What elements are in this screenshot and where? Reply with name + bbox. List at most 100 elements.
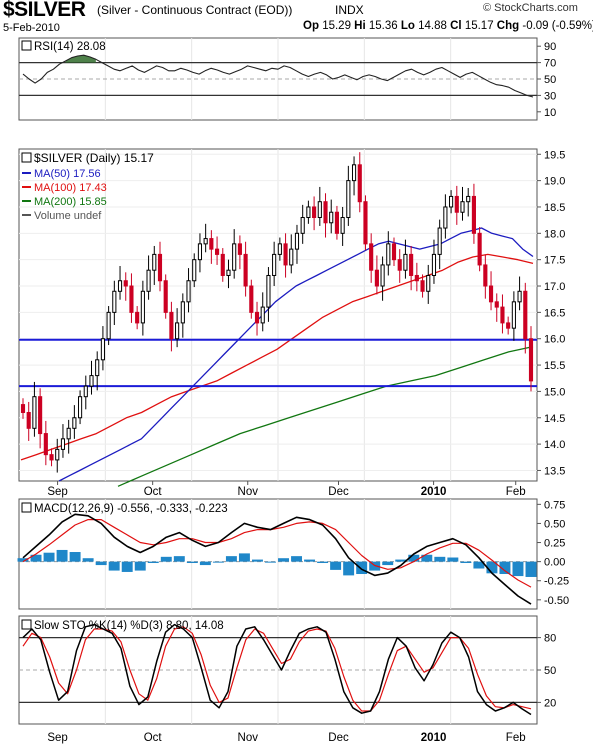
sto-xlabel-2: Nov: [238, 732, 259, 744]
macd-histogram-bar: [56, 549, 68, 562]
price-axis-tick-label-12: 19.5: [544, 149, 565, 161]
macd-histogram-bar: [82, 558, 94, 562]
price-axis-tick-label-9: 18.0: [544, 228, 565, 240]
macd-histogram-bar: [225, 556, 237, 562]
price-candle: [163, 280, 168, 313]
macd-histogram-bar: [304, 559, 316, 562]
macd-axis-tick-label-5: 0.75: [544, 499, 565, 511]
price-candle: [460, 201, 465, 213]
price-axis-tick-label-0: 13.5: [544, 465, 565, 477]
price-xlabel-1: Oct: [144, 486, 163, 498]
chart-instrument-name: (Silver - Continuous Contract (EOD)): [97, 3, 293, 17]
sto-d-line: [22, 626, 532, 712]
sto-axis-tick-label-1: 50: [544, 665, 556, 677]
price-xlabel-4: 2010: [421, 486, 447, 498]
macd-histogram-bar: [238, 553, 250, 562]
macd-line: [22, 513, 532, 605]
change-label: Chg: [496, 20, 520, 32]
price-candle: [431, 253, 437, 276]
price-candle: [466, 195, 471, 203]
price-candle: [89, 375, 94, 387]
macd-histogram-bar: [160, 556, 172, 562]
macd-histogram-bar: [460, 561, 472, 564]
price-candle: [78, 396, 83, 419]
price-axis-tick-label-5: 16.0: [544, 334, 565, 346]
macd-histogram-bar: [265, 561, 276, 563]
price-candle: [83, 385, 88, 398]
price-candle: [454, 195, 459, 213]
macd-histogram-bar: [147, 561, 159, 564]
price-candle: [500, 306, 505, 324]
price-candle: [414, 274, 419, 282]
price-candle: [312, 206, 317, 219]
price-candle: [329, 211, 334, 224]
price-candle: [351, 164, 357, 182]
price-candle: [277, 243, 282, 255]
price-axis-tick-label-2: 14.5: [544, 413, 565, 425]
sto-xlabel-1: Oct: [144, 732, 163, 744]
macd-histogram-bar: [291, 556, 303, 562]
chart-date: 5-Feb-2010: [3, 22, 60, 34]
macd-axis-tick-label-0: -0.50: [544, 595, 569, 607]
price-candle: [380, 264, 385, 287]
price-candle: [517, 290, 522, 303]
price-candle: [477, 232, 482, 266]
macd-histogram-bar: [43, 552, 55, 562]
price-candle: [237, 243, 242, 255]
sto-k-line: [22, 623, 532, 716]
sto-xlabel-5: Feb: [506, 732, 526, 744]
macd-histogram-bar: [408, 554, 420, 562]
macd-histogram-bar: [199, 561, 211, 566]
rsi-legend-swatch: [21, 40, 32, 51]
macd-histogram-bar: [121, 561, 133, 572]
price-legend-0: MA(50) 17.56: [34, 168, 101, 180]
macd-histogram-bar: [317, 561, 329, 564]
quote-summary: Op 15.29 Hi 15.36 Lo 14.88 Cl 15.17 Chg …: [303, 20, 593, 32]
price-candle: [43, 433, 48, 456]
price-candle: [157, 253, 163, 282]
price-candle: [249, 285, 254, 313]
price-candle: [226, 269, 231, 276]
ma200-line: [117, 345, 534, 487]
price-title: $SILVER (Daily) 15.17: [34, 151, 154, 165]
price-candle: [357, 164, 362, 203]
price-axis-tick-label-7: 17.0: [544, 281, 565, 293]
price-candle: [511, 301, 516, 329]
price-candle: [340, 217, 345, 234]
price-axis-tick-label-11: 19.0: [544, 176, 565, 188]
price-candle: [300, 217, 305, 234]
price-candle: [192, 259, 197, 282]
chart-symbol: $SILVER: [3, 0, 86, 21]
price-candle: [20, 404, 26, 413]
macd-histogram-bar: [186, 561, 198, 564]
price-candle: [243, 253, 248, 287]
macd-axis-tick-label-2: 0.00: [544, 557, 565, 569]
price-candle: [214, 248, 220, 255]
price-candle: [49, 454, 54, 461]
price-axis-tick-label-4: 15.5: [544, 360, 565, 372]
chart-exchange: INDX: [335, 3, 364, 17]
sto-axis-tick-label-2: 80: [544, 633, 556, 645]
price-axis-tick-label-3: 15.0: [544, 386, 565, 398]
macd-histogram-bar: [434, 556, 446, 562]
price-candle: [409, 253, 414, 276]
sto-xlabel-0: Sep: [47, 732, 67, 744]
price-candle: [403, 253, 408, 271]
price-candle: [289, 248, 294, 266]
price-xlabel-2: Nov: [238, 486, 259, 498]
price-candle: [95, 359, 100, 377]
price-candle: [272, 253, 277, 276]
price-candle: [397, 259, 402, 271]
price-candle: [60, 438, 66, 450]
price-candle: [72, 417, 77, 429]
ma100-line: [20, 253, 534, 461]
price-candle: [112, 290, 117, 313]
macd-histogram-bar: [17, 558, 29, 562]
macd-histogram-bar: [95, 561, 107, 566]
rsi-title: RSI(14) 28.08: [34, 41, 106, 53]
price-candle: [169, 311, 174, 340]
macd-histogram-bar: [30, 554, 42, 562]
price-candle: [488, 285, 494, 303]
ma50-line: [58, 227, 534, 482]
price-candle: [260, 306, 265, 324]
